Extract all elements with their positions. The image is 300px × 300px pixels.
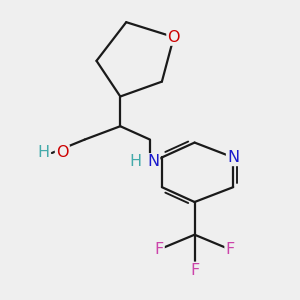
Text: N: N bbox=[147, 154, 159, 169]
Text: N: N bbox=[227, 150, 239, 165]
Text: O: O bbox=[56, 146, 69, 160]
Text: F: F bbox=[190, 263, 199, 278]
Text: H: H bbox=[129, 154, 141, 169]
Text: H: H bbox=[37, 146, 49, 160]
Text: F: F bbox=[154, 242, 164, 257]
Text: F: F bbox=[226, 242, 235, 257]
Text: O: O bbox=[167, 30, 180, 45]
